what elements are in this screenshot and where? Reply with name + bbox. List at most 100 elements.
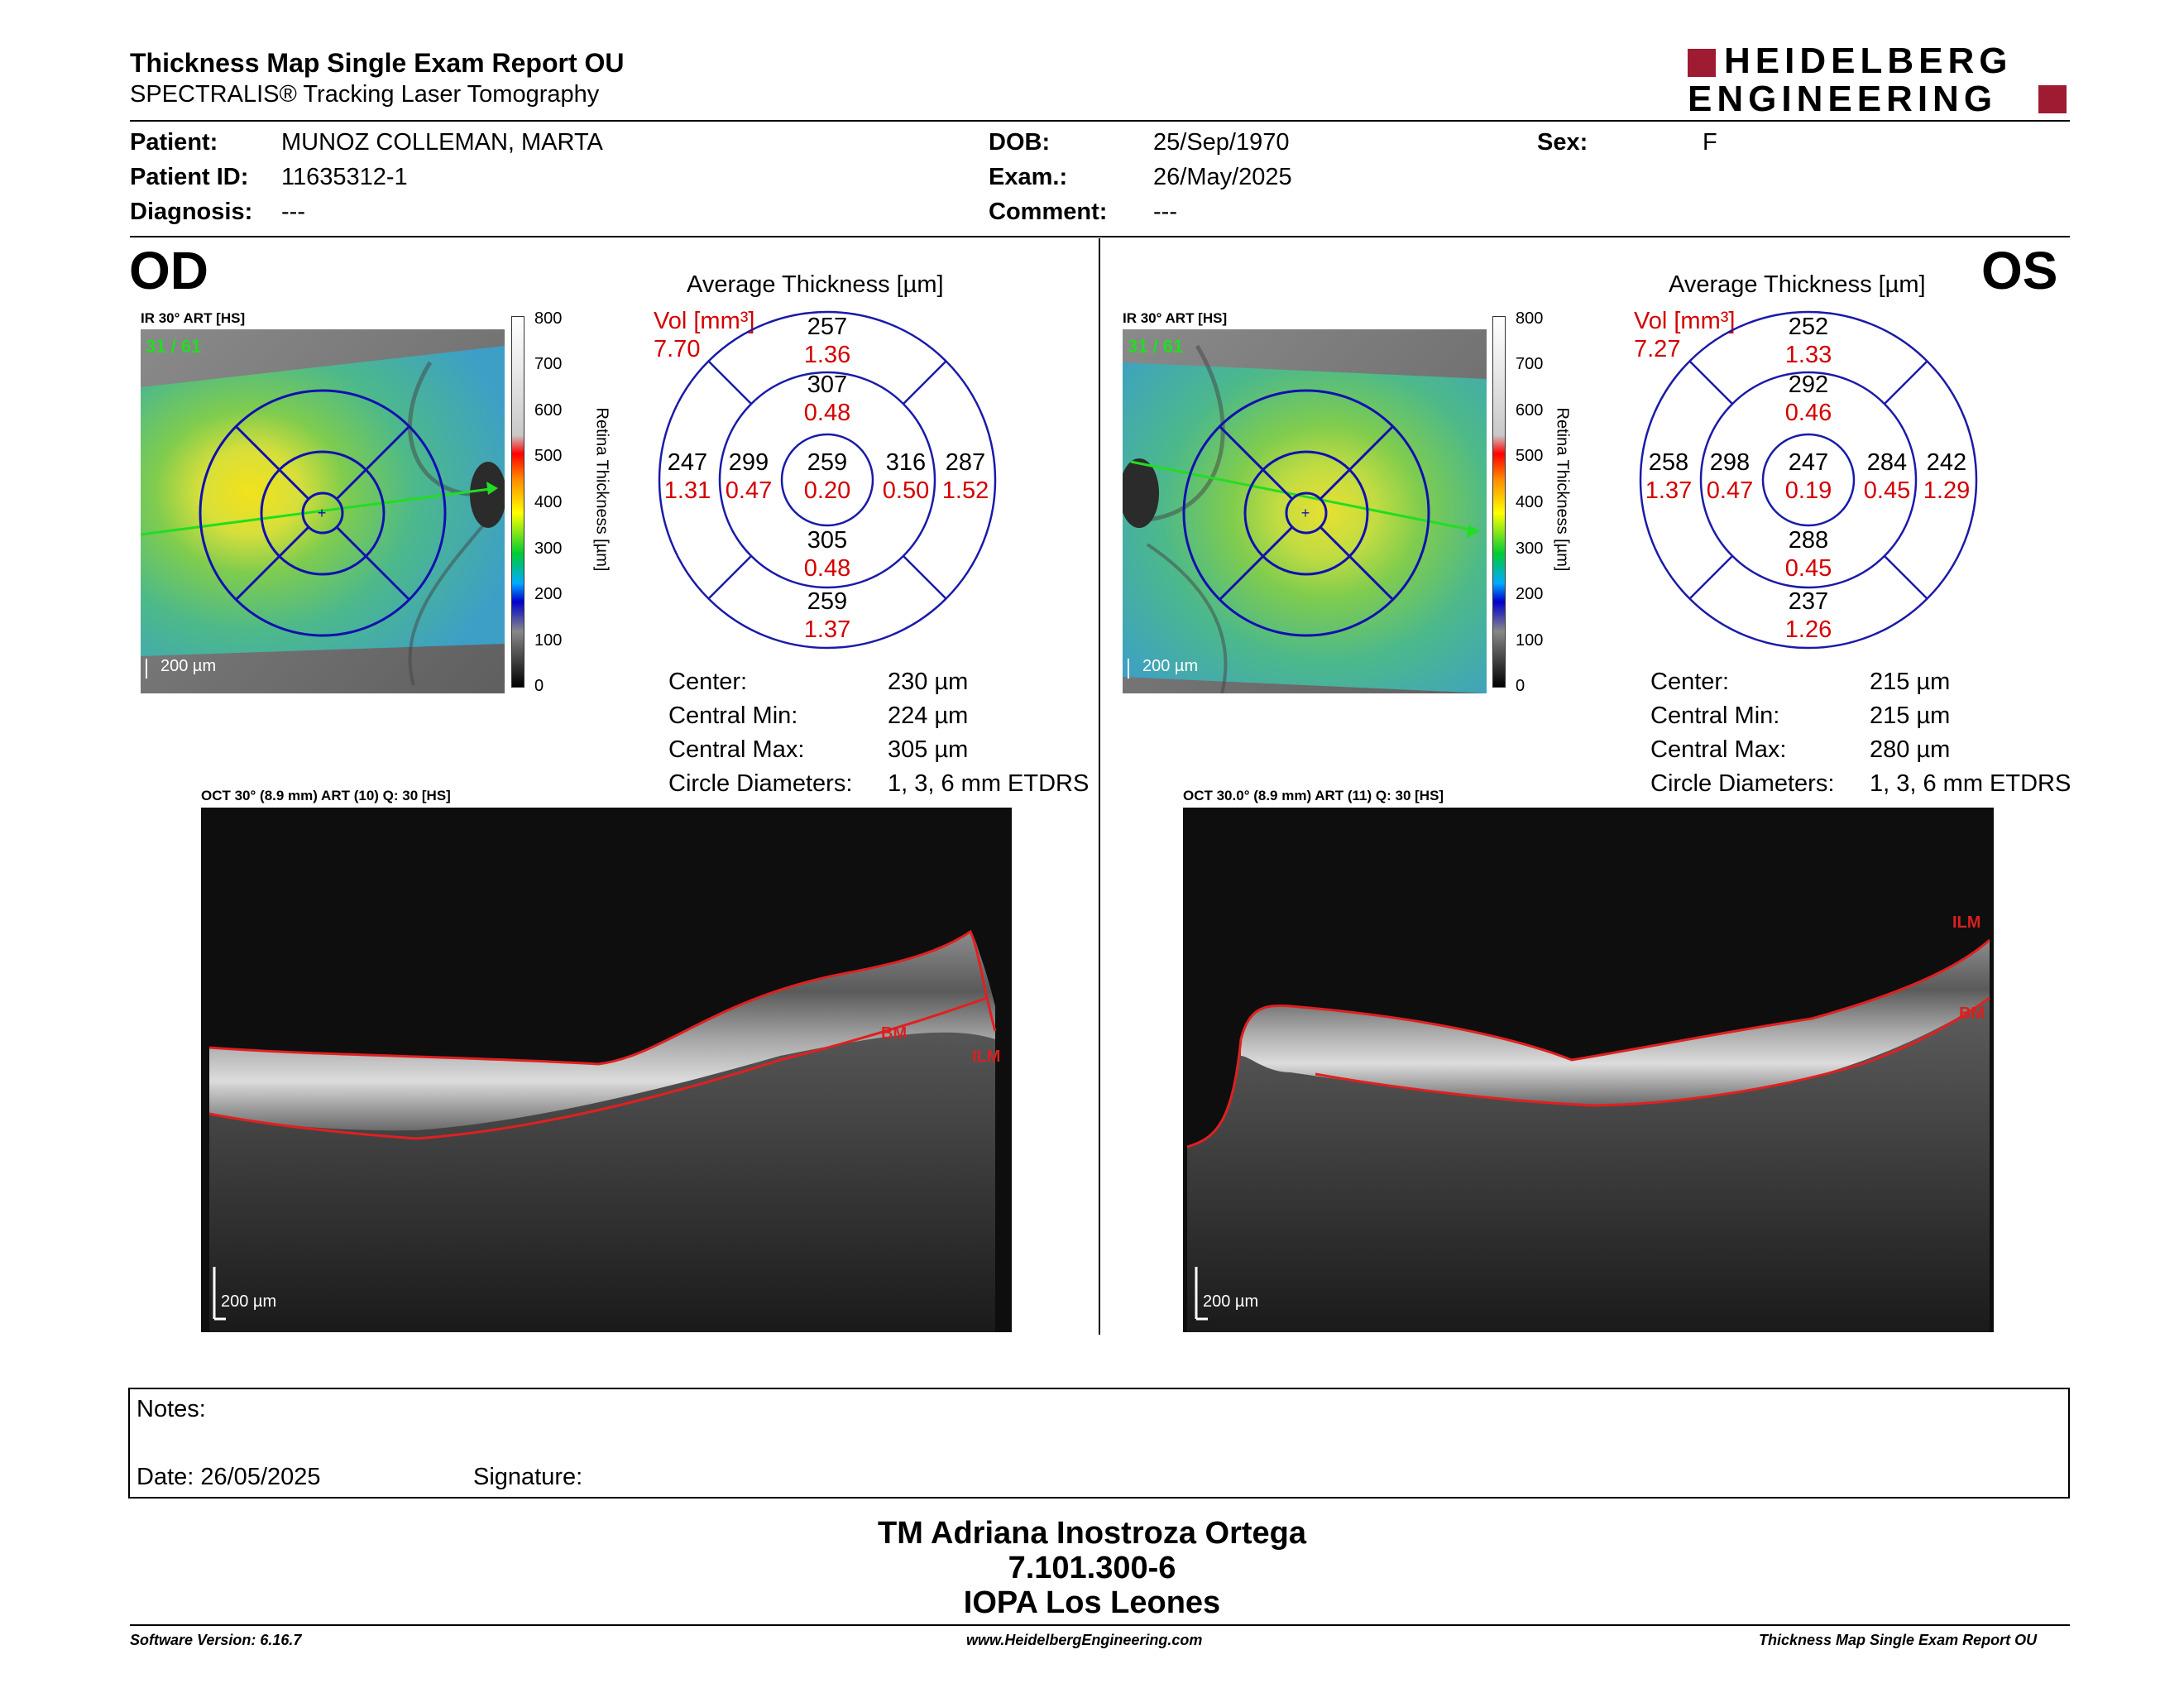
- comment-label: Comment:: [989, 199, 1108, 225]
- exam-value: 26/May/2025: [1153, 164, 1292, 190]
- os-temp-inner-thickness: 298: [1709, 449, 1751, 476]
- os-etdrs-grid: [1639, 310, 1978, 650]
- od-nas-inner-volume: 0.50: [882, 477, 930, 504]
- od-tick-600: 600: [534, 401, 563, 420]
- os-tick-200: 200: [1516, 585, 1544, 603]
- od-thickness-map: + 31 / 61 200 µm: [140, 329, 506, 693]
- od-oct-label: OCT 30° (8.9 mm) ART (10) Q: 30 [HS]: [201, 788, 451, 803]
- heidelberg-logo: HEIDELBERG ENGINEERING: [1688, 42, 2068, 119]
- od-stat-value-max: 305 µm: [888, 736, 969, 763]
- os-tick-400: 400: [1516, 493, 1544, 511]
- od-colorscale-label: Retina Thickness [µm]: [592, 407, 611, 572]
- notes-label: Notes:: [136, 1396, 206, 1422]
- os-eye-label: OS: [1981, 241, 2058, 300]
- od-stat-label-max: Central Max:: [668, 736, 805, 763]
- diagnosis-label: Diagnosis:: [130, 199, 253, 225]
- os-temp-inner-volume: 0.47: [1706, 477, 1754, 504]
- os-ir-scale: 200 µm: [1142, 657, 1199, 675]
- od-vol-value: 7.70: [654, 336, 701, 362]
- od-etdrs-grid: [658, 310, 997, 650]
- os-nas-outer-thickness: 242: [1926, 449, 1967, 476]
- patient-id-label: Patient ID:: [130, 164, 249, 190]
- logo-square-icon-2: [2038, 85, 2067, 113]
- od-colorscale: 800 700 600 500 400 300 200 100 0: [510, 309, 584, 695]
- od-inf-outer-thickness: 259: [807, 588, 848, 615]
- od-inf-inner-thickness: 305: [807, 527, 848, 554]
- os-vol-value: 7.27: [1634, 336, 1681, 362]
- od-nas-outer-volume: 1.52: [941, 477, 989, 504]
- os-ir-count: 31 / 61: [1128, 336, 1184, 357]
- os-inf-outer-thickness: 237: [1788, 588, 1829, 615]
- od-colorbar: [511, 316, 524, 688]
- od-oct-scale: 200 µm: [221, 1292, 277, 1311]
- od-tick-300: 300: [534, 539, 563, 558]
- os-temp-outer-volume: 1.37: [1645, 477, 1693, 504]
- os-tick-300: 300: [1516, 539, 1544, 558]
- logo-square-icon: [1688, 49, 1716, 77]
- od-tick-500: 500: [534, 447, 563, 465]
- od-eye-label: OD: [129, 241, 208, 300]
- os-inf-outer-volume: 1.26: [1784, 616, 1832, 643]
- os-colorscale-label: Retina Thickness [µm]: [1553, 407, 1572, 572]
- footer-rule: [130, 1624, 2070, 1626]
- od-tick-400: 400: [534, 493, 563, 511]
- os-stat-label-max: Central Max:: [1650, 736, 1787, 763]
- od-stat-value-diam: 1, 3, 6 mm ETDRS: [888, 770, 1090, 797]
- patient-name: MUNOZ COLLEMAN, MARTA: [281, 129, 603, 156]
- exam-label: Exam.:: [989, 164, 1068, 190]
- os-stat-label-center: Center:: [1650, 669, 1730, 695]
- patient-id-value: 11635312-1: [281, 164, 408, 190]
- od-nas-outer-thickness: 287: [945, 449, 986, 476]
- os-nas-inner-thickness: 284: [1866, 449, 1908, 476]
- footer-report-name: Thickness Map Single Exam Report OU: [1759, 1632, 2038, 1648]
- os-sup-outer-thickness: 252: [1788, 314, 1829, 340]
- os-sup-inner-thickness: 292: [1788, 372, 1829, 398]
- logo-line2: ENGINEERING: [1688, 79, 1998, 119]
- signatory-id: 7.101.300-6: [1008, 1551, 1176, 1585]
- od-inf-outer-volume: 1.37: [803, 616, 851, 643]
- os-tick-800: 800: [1516, 309, 1544, 328]
- os-tick-500: 500: [1516, 447, 1544, 465]
- report-title: Thickness Map Single Exam Report OU: [130, 48, 625, 78]
- os-thickness-map: + 31 / 61 200 µm: [1119, 329, 1487, 694]
- od-tick-700: 700: [534, 355, 563, 373]
- notes-signature: Signature:: [473, 1464, 583, 1490]
- od-tick-100: 100: [534, 631, 563, 650]
- os-oct-label: OCT 30.0° (8.9 mm) ART (11) Q: 30 [HS]: [1183, 788, 1444, 803]
- os-center-volume: 0.19: [1784, 477, 1832, 504]
- software-version: Software Version: 6.16.7: [130, 1632, 302, 1648]
- os-oct-scan: ILM BM 200 µm: [1183, 808, 1994, 1332]
- os-nas-inner-volume: 0.45: [1863, 477, 1911, 504]
- svg-text:+: +: [1301, 505, 1310, 521]
- patient-label: Patient:: [130, 129, 218, 156]
- os-vol-label: Vol [mm³]: [1634, 308, 1736, 334]
- os-colorscale: 800 700 600 500 400 300 200 100 0: [1491, 309, 1565, 695]
- od-ilm-label: ILM: [972, 1048, 1001, 1066]
- od-stat-value-min: 224 µm: [888, 703, 969, 729]
- patient-rule: [130, 236, 2070, 237]
- os-colorscale-label-box: Retina Thickness [µm]: [1549, 389, 1574, 596]
- os-inf-inner-thickness: 288: [1788, 527, 1829, 554]
- sex-value: F: [1703, 129, 1717, 156]
- os-tick-100: 100: [1516, 631, 1544, 650]
- od-ir-count: 31 / 61: [146, 336, 202, 357]
- website-link[interactable]: www.HeidelbergEngineering.com: [966, 1632, 1203, 1648]
- os-oct-scale: 200 µm: [1203, 1292, 1259, 1311]
- os-colorbar: [1492, 316, 1506, 688]
- os-bm-label: BM: [1959, 1005, 1985, 1023]
- os-sup-outer-volume: 1.33: [1784, 342, 1832, 368]
- od-ir-scale: 200 µm: [160, 657, 217, 675]
- od-ir-label: IR 30° ART [HS]: [141, 310, 246, 326]
- od-sup-inner-volume: 0.48: [803, 400, 851, 426]
- os-tick-0: 0: [1516, 677, 1525, 695]
- os-tick-700: 700: [1516, 355, 1544, 373]
- os-center-thickness: 247: [1788, 449, 1829, 476]
- od-tick-800: 800: [534, 309, 563, 328]
- os-ir-label: IR 30° ART [HS]: [1123, 310, 1228, 326]
- report-subtitle: SPECTRALIS® Tracking Laser Tomography: [130, 81, 600, 108]
- comment-value: ---: [1153, 199, 1177, 225]
- od-nas-inner-thickness: 316: [885, 449, 927, 476]
- dob-label: DOB:: [989, 129, 1051, 156]
- od-colorscale-label-box: Retina Thickness [µm]: [589, 389, 614, 596]
- od-stat-value-center: 230 µm: [888, 669, 969, 695]
